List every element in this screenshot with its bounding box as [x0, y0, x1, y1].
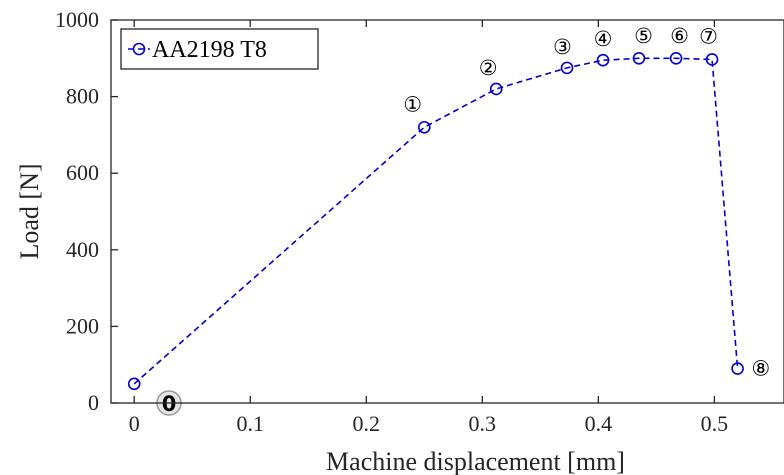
- data-point-marker: [596, 53, 610, 67]
- data-point-marker: [632, 51, 646, 65]
- y-tick-label: 800: [66, 84, 99, 109]
- x-tick-label: 0.3: [469, 411, 497, 436]
- point-label: ⑥: [670, 24, 689, 48]
- legend-box: [120, 28, 319, 70]
- point-label: ⑦: [699, 24, 718, 48]
- data-point-marker: [731, 362, 744, 375]
- y-tick-label: 200: [66, 313, 99, 338]
- point-label: 0: [162, 392, 177, 416]
- point-label: ⑧: [751, 357, 770, 381]
- data-layer: 0 ① ② ③ ④ ⑤ ⑥ ⑦ ⑧: [127, 24, 770, 416]
- data-point-marker: [127, 377, 141, 391]
- x-tick-label: 0.2: [353, 411, 381, 436]
- point-label: ②: [479, 56, 498, 80]
- x-tick-label: 0: [129, 411, 140, 436]
- plot-frame: [110, 19, 784, 404]
- point-label: ④: [594, 27, 613, 51]
- y-tick-label: 600: [66, 160, 99, 185]
- x-tick-label: 0.4: [585, 411, 613, 436]
- x-tick-label: 0.1: [236, 411, 264, 436]
- point-label: ③: [553, 35, 572, 59]
- data-point-marker: [489, 82, 503, 96]
- series-line: [133, 57, 739, 385]
- legend-marker: [132, 42, 146, 56]
- data-point-marker: [417, 120, 431, 134]
- point-label: ⑤: [634, 24, 653, 48]
- data-point-marker: [705, 53, 719, 66]
- y-axis-title: Load [N]: [15, 163, 44, 259]
- axes-layer: 0 0.1 0.2 0.3 0.4 0.5 0 200 400 600 800 1000: [55, 7, 728, 436]
- y-tick-label: 1000: [55, 7, 99, 32]
- data-point-marker: [669, 51, 683, 65]
- y-tick-label: 0: [88, 390, 99, 415]
- legend-label: AA2198 T8: [152, 37, 267, 63]
- y-tick-label: 400: [66, 237, 99, 262]
- data-point-marker: [560, 61, 574, 75]
- point-label: ①: [403, 92, 422, 116]
- x-tick-label: 0.5: [701, 411, 729, 436]
- legend: AA2198 T8: [120, 28, 319, 70]
- x-axis-title: Machine displacement [mm]: [326, 447, 625, 475]
- plot-area: 0 ① ② ③ ④ ⑤ ⑥ ⑦ ⑧: [110, 19, 784, 416]
